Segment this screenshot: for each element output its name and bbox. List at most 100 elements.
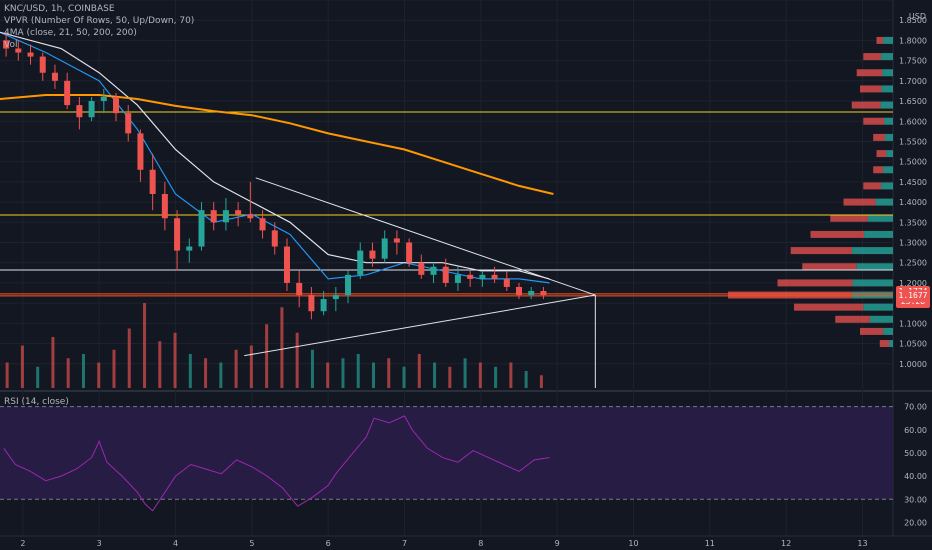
time-axis-tick-label: 13 — [857, 539, 867, 548]
volume-profile-bar-down — [856, 69, 883, 77]
candle-body — [222, 210, 229, 223]
price-axis-tick-label: 1.6000 — [899, 117, 927, 126]
volume-profile-bar-up — [881, 182, 893, 190]
volume-bar — [97, 362, 101, 388]
volume-profile-bar-up — [856, 263, 893, 271]
time-axis-tick-label: 3 — [97, 539, 102, 548]
candle-body — [88, 101, 95, 118]
volume-bar — [463, 358, 467, 388]
candle-body — [149, 169, 156, 194]
price-axis-tick-label: 1.8500 — [899, 16, 927, 25]
rsi-label[interactable]: RSI (14, close) — [4, 397, 69, 407]
volume-profile-bar-down — [876, 36, 884, 44]
rsi-axis-tick-label: 60.00 — [904, 426, 927, 435]
volume-profile-bar-down — [863, 182, 882, 190]
rsi-axis-tick-label: 30.00 — [904, 495, 927, 504]
price-axis-tick-label: 1.1000 — [899, 319, 927, 328]
chart-legend: KNC/USD, 1h, COINBASE VPVR (Number Of Ro… — [4, 3, 194, 51]
volume-profile-bar-up — [881, 53, 893, 61]
time-axis-tick-label: 12 — [781, 539, 791, 548]
candle-body — [271, 230, 278, 247]
volume-bar — [524, 371, 528, 388]
candle-body — [64, 80, 71, 106]
volume-bar — [66, 358, 70, 388]
volume-bar — [5, 362, 9, 388]
volume-profile-bar-down — [777, 279, 853, 287]
volume-bar — [326, 362, 330, 388]
volume-profile-bar-down — [810, 230, 865, 238]
volume-bar — [188, 354, 192, 388]
volume-profile-bar-up — [863, 303, 893, 311]
trendline — [255, 177, 596, 296]
volume-profile-bar-down — [728, 291, 852, 299]
price-axis-tick-label: 1.3500 — [899, 218, 927, 227]
candle-body — [76, 105, 83, 118]
candle-body — [454, 274, 461, 283]
volume-profile-bar-down — [863, 53, 882, 61]
volume-bar — [310, 349, 314, 388]
moving-average-line — [0, 94, 554, 195]
indicator-label-vpvr[interactable]: VPVR (Number Of Rows, 50, Up/Down, 70) — [4, 16, 195, 26]
volume-bar — [36, 366, 40, 388]
volume-bar — [112, 349, 116, 388]
candle-body — [198, 210, 205, 247]
price-unit-label: USD — [908, 12, 926, 21]
volume-bar — [127, 328, 131, 388]
volume-profile-bar-down — [876, 150, 887, 158]
time-axis-tick-label: 4 — [173, 539, 178, 548]
price-axis-tick-label: 1.0000 — [899, 360, 927, 369]
volume-bar — [280, 307, 284, 388]
rsi-band — [0, 406, 893, 500]
candle-body — [540, 291, 547, 296]
candle-body — [247, 214, 254, 219]
volume-bar — [494, 366, 498, 388]
volume-bar — [20, 345, 24, 388]
candle-body — [418, 262, 425, 275]
volume-bar — [204, 358, 208, 388]
volume-profile-bar-up — [885, 133, 893, 141]
volume-profile-bar-down — [873, 133, 886, 141]
volume-profile-bar-up — [889, 340, 893, 348]
candle-body — [369, 250, 376, 259]
volume-profile-bar-down — [860, 327, 884, 335]
candle-body — [235, 210, 242, 215]
indicator-label-ma[interactable]: 4MA (close, 21, 50, 200, 200) — [4, 28, 137, 38]
volume-profile-bar-down — [802, 263, 857, 271]
volume-profile-bar-up — [851, 291, 893, 299]
volume-profile-bar-up — [886, 150, 893, 158]
candle-body — [528, 291, 535, 296]
volume-profile-bar-up — [875, 198, 893, 206]
moving-average-line — [0, 31, 550, 280]
candle-body — [357, 250, 364, 275]
candle-body — [100, 97, 107, 102]
volume-profile-bar-up — [881, 85, 893, 93]
volume-bar — [51, 337, 55, 388]
volume-bar — [509, 362, 513, 388]
candle-body — [113, 97, 120, 114]
indicator-label-volume[interactable]: Vol — [4, 40, 18, 50]
volume-bar — [265, 324, 269, 388]
time-axis-tick-label: 9 — [555, 539, 560, 548]
candle-body — [27, 52, 34, 57]
candle-body — [430, 266, 437, 275]
volume-profile-bar-down — [790, 247, 853, 255]
volume-bar — [249, 345, 253, 388]
volume-bar — [433, 362, 437, 388]
volume-profile-bar-down — [860, 85, 882, 93]
volume-profile-bar-up — [882, 69, 893, 77]
price-axis-tick-label: 1.4500 — [899, 178, 927, 187]
candle-body — [503, 278, 510, 287]
volume-bar — [81, 354, 85, 388]
volume-bar — [371, 362, 375, 388]
volume-bar — [402, 366, 406, 388]
candle-body — [51, 72, 58, 81]
rsi-axis-tick-label: 50.00 — [904, 449, 927, 458]
candle-body — [479, 274, 486, 279]
candle-body — [467, 274, 474, 279]
candle-body — [15, 48, 22, 53]
volume-profile-bar-up — [852, 247, 893, 255]
volume-bar — [219, 362, 223, 388]
candle-body — [393, 238, 400, 243]
candle-body — [296, 282, 303, 296]
